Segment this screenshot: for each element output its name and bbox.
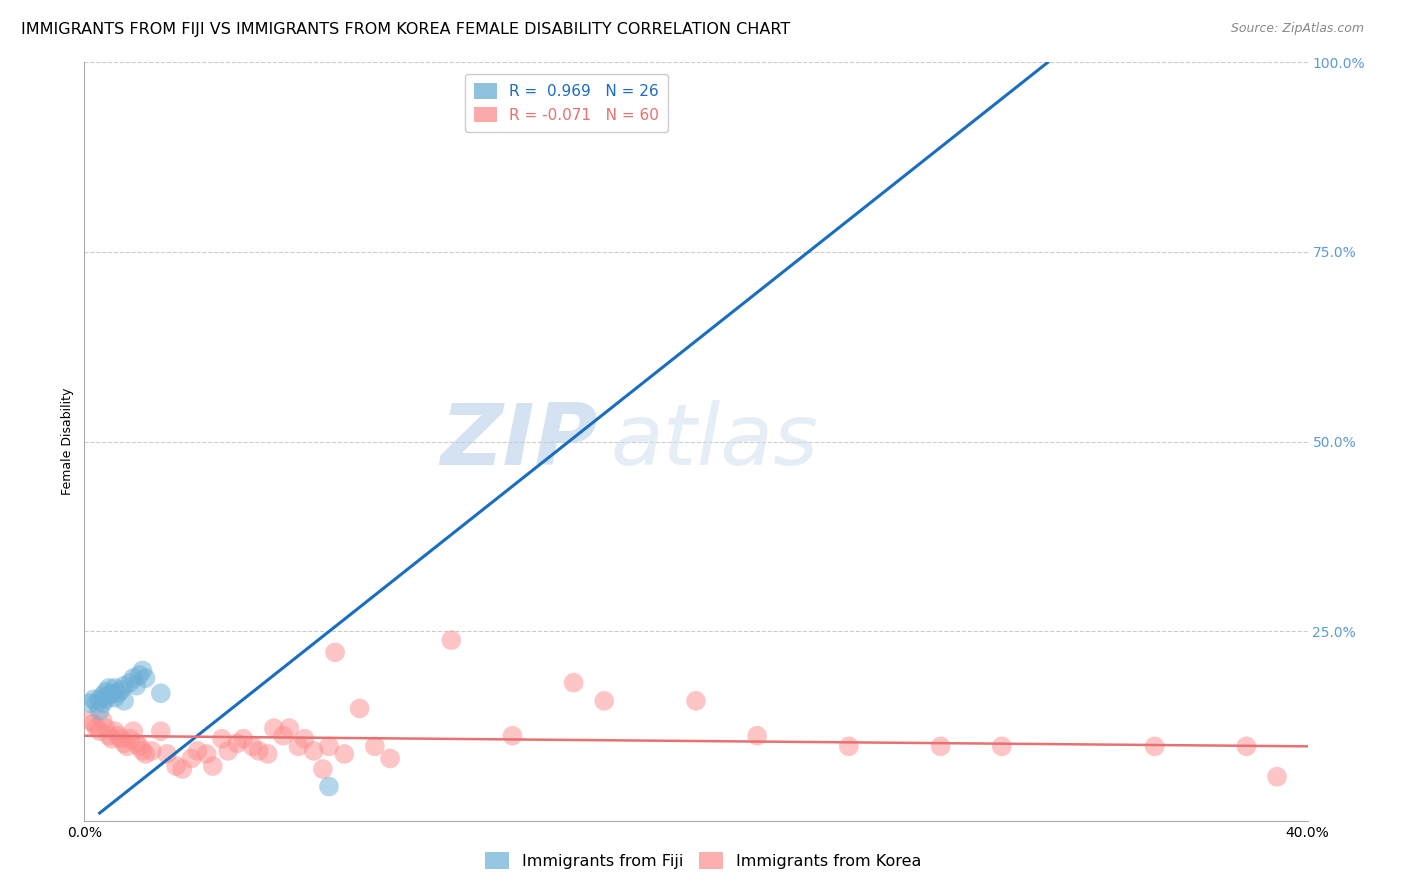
Point bbox=[991, 739, 1014, 754]
Point bbox=[107, 686, 129, 700]
Point bbox=[149, 724, 172, 739]
Point bbox=[502, 729, 524, 743]
Point bbox=[838, 739, 860, 754]
Point bbox=[287, 739, 309, 754]
Point bbox=[242, 739, 264, 754]
Point bbox=[104, 690, 127, 705]
Point bbox=[122, 671, 145, 685]
Point bbox=[97, 689, 120, 703]
Point bbox=[1236, 739, 1258, 754]
Point bbox=[180, 751, 202, 765]
Point bbox=[380, 751, 402, 765]
Legend: Immigrants from Fiji, Immigrants from Korea: Immigrants from Fiji, Immigrants from Ko… bbox=[478, 846, 928, 875]
Text: Source: ZipAtlas.com: Source: ZipAtlas.com bbox=[1230, 22, 1364, 36]
Point bbox=[112, 679, 135, 693]
Point bbox=[1265, 770, 1288, 784]
Point bbox=[79, 696, 101, 710]
Text: IMMIGRANTS FROM FIJI VS IMMIGRANTS FROM KOREA FEMALE DISABILITY CORRELATION CHAR: IMMIGRANTS FROM FIJI VS IMMIGRANTS FROM … bbox=[21, 22, 790, 37]
Point bbox=[125, 736, 148, 750]
Point bbox=[1143, 739, 1166, 754]
Point bbox=[440, 633, 463, 648]
Text: atlas: atlas bbox=[610, 400, 818, 483]
Point bbox=[135, 671, 157, 685]
Point bbox=[271, 729, 294, 743]
Point bbox=[201, 759, 224, 773]
Point bbox=[104, 681, 127, 695]
Point bbox=[685, 694, 707, 708]
Point bbox=[263, 721, 285, 735]
Point bbox=[125, 679, 148, 693]
Point bbox=[128, 668, 150, 682]
Point bbox=[165, 759, 187, 773]
Point bbox=[83, 692, 105, 706]
Point bbox=[91, 689, 114, 703]
Point bbox=[149, 686, 172, 700]
Point bbox=[91, 696, 114, 710]
Point bbox=[747, 729, 769, 743]
Point bbox=[83, 716, 105, 731]
Point bbox=[135, 747, 157, 761]
Point bbox=[333, 747, 356, 761]
Text: ZIP: ZIP bbox=[440, 400, 598, 483]
Point bbox=[110, 683, 132, 698]
Point bbox=[172, 762, 194, 776]
Point bbox=[107, 729, 129, 743]
Point bbox=[120, 675, 142, 690]
Point bbox=[86, 696, 108, 710]
Point bbox=[128, 739, 150, 754]
Point bbox=[232, 731, 254, 746]
Point bbox=[101, 731, 124, 746]
Point bbox=[294, 731, 316, 746]
Point bbox=[104, 724, 127, 739]
Point bbox=[79, 714, 101, 728]
Point bbox=[593, 694, 616, 708]
Point bbox=[257, 747, 280, 761]
Point bbox=[302, 744, 325, 758]
Legend: R =  0.969   N = 26, R = -0.071   N = 60: R = 0.969 N = 26, R = -0.071 N = 60 bbox=[465, 74, 668, 132]
Point bbox=[120, 731, 142, 746]
Point bbox=[115, 739, 138, 754]
Point bbox=[91, 714, 114, 728]
Point bbox=[217, 744, 239, 758]
Point bbox=[110, 731, 132, 746]
Point bbox=[89, 704, 111, 718]
Point bbox=[94, 721, 117, 735]
Point bbox=[562, 675, 585, 690]
Point bbox=[112, 736, 135, 750]
Point bbox=[318, 739, 340, 754]
Point bbox=[94, 685, 117, 699]
Point bbox=[122, 724, 145, 739]
Point bbox=[195, 747, 218, 761]
Point bbox=[247, 744, 270, 758]
Point bbox=[278, 721, 301, 735]
Y-axis label: Female Disability: Female Disability bbox=[60, 388, 75, 495]
Point bbox=[131, 664, 153, 678]
Point bbox=[141, 744, 163, 758]
Point bbox=[349, 701, 371, 715]
Point bbox=[97, 681, 120, 695]
Point bbox=[929, 739, 952, 754]
Point bbox=[318, 780, 340, 794]
Point bbox=[226, 736, 249, 750]
Point bbox=[112, 694, 135, 708]
Point bbox=[89, 692, 111, 706]
Point bbox=[211, 731, 233, 746]
Point bbox=[86, 721, 108, 735]
Point bbox=[101, 686, 124, 700]
Point bbox=[364, 739, 387, 754]
Point bbox=[89, 724, 111, 739]
Point bbox=[323, 645, 346, 659]
Point bbox=[131, 744, 153, 758]
Point bbox=[97, 729, 120, 743]
Point bbox=[312, 762, 335, 776]
Point bbox=[94, 692, 117, 706]
Point bbox=[156, 747, 179, 761]
Point bbox=[186, 744, 208, 758]
